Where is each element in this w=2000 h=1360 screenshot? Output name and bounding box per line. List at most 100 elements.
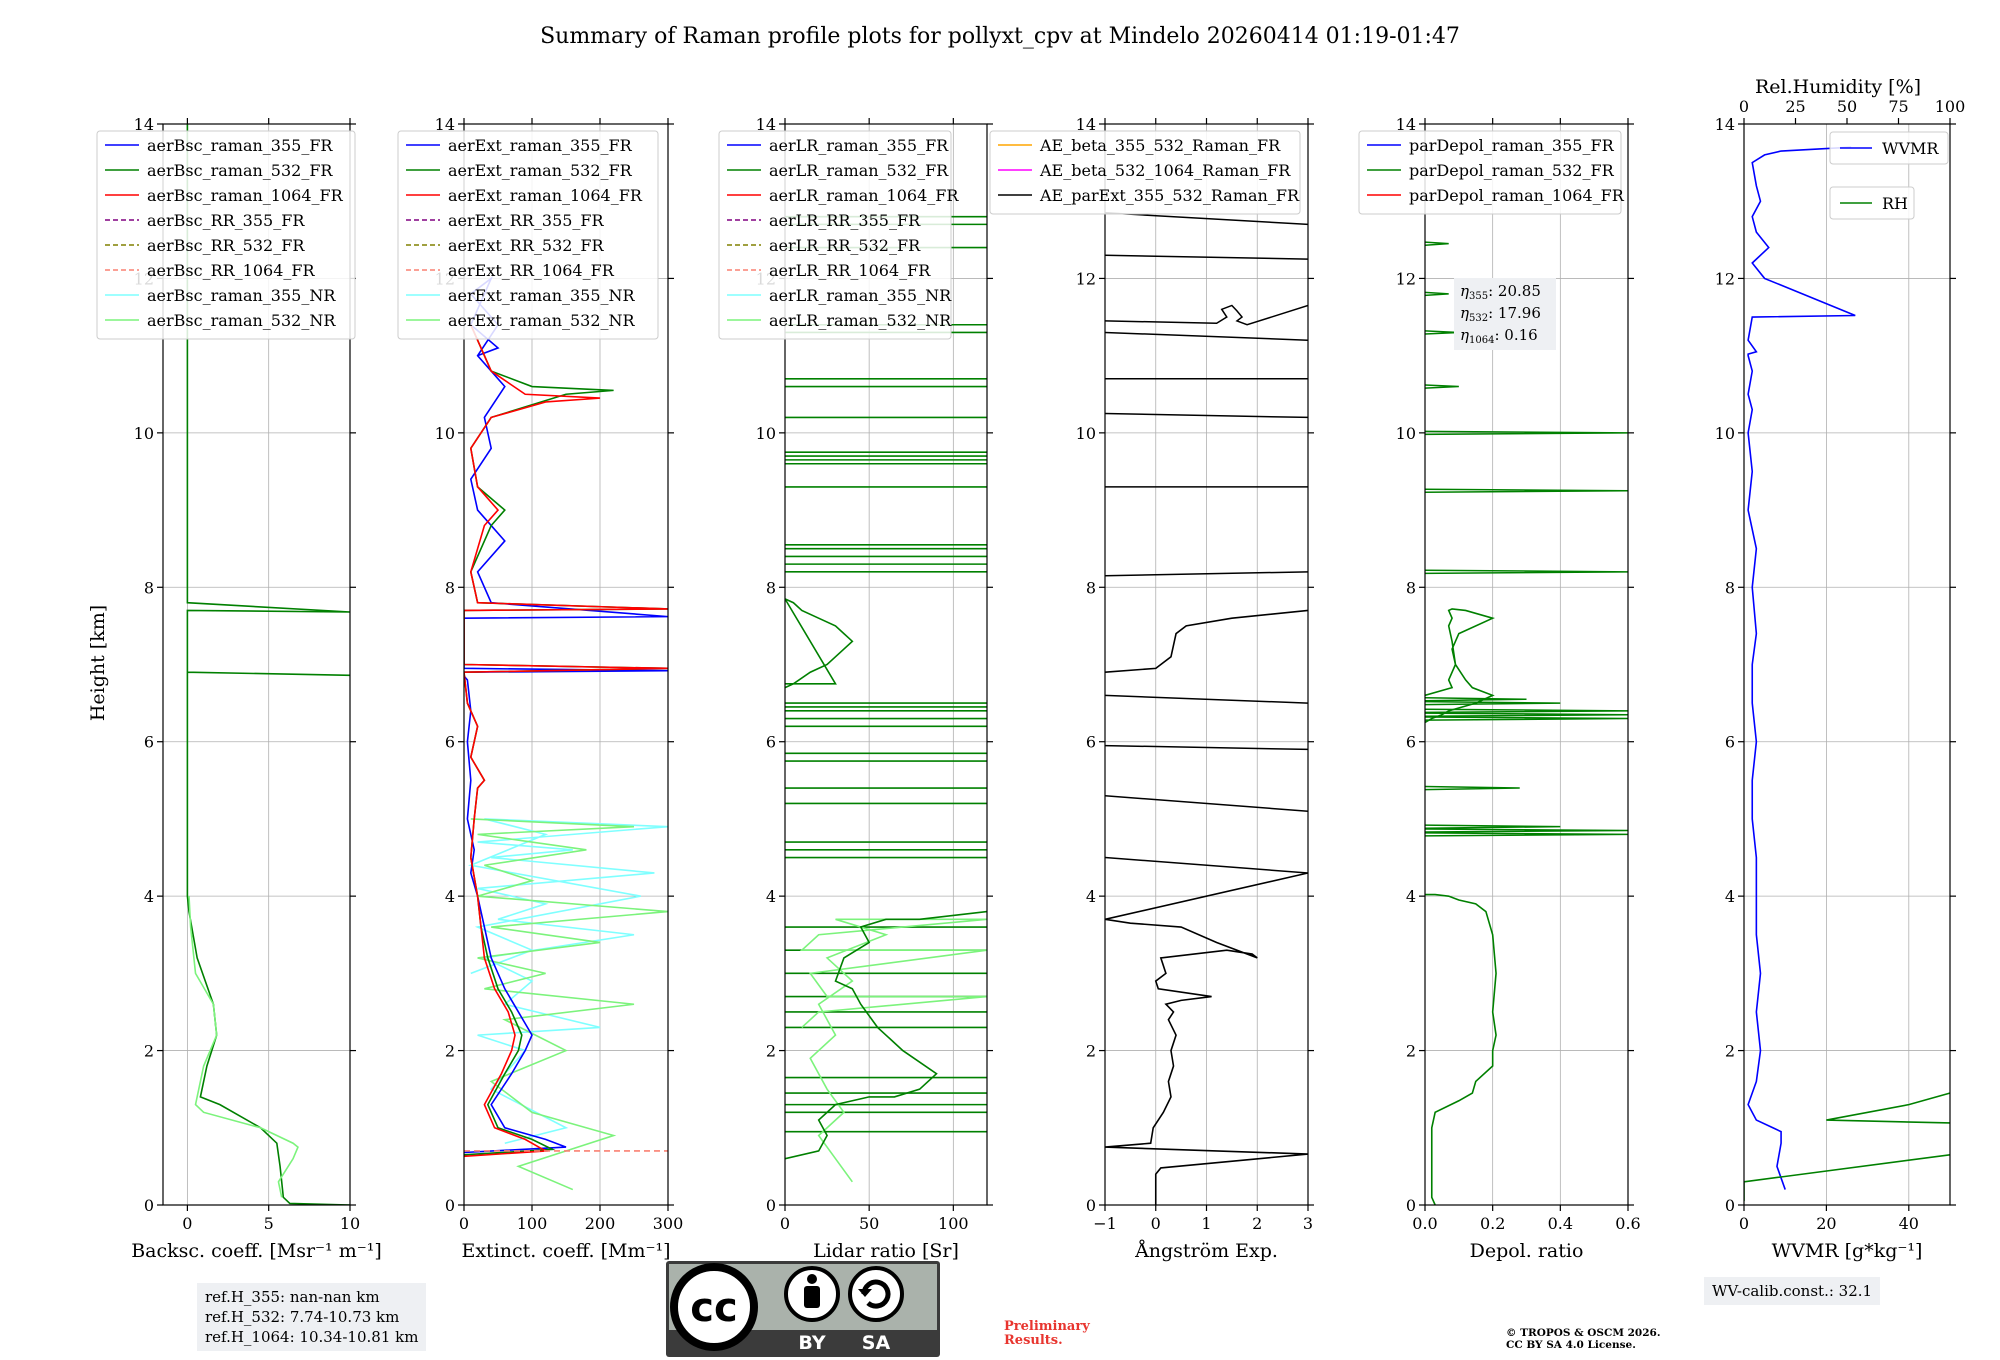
x-tick-label: 0.0 [1412, 1214, 1437, 1233]
panel-3: 02468101214050100Lidar ratio [Sr]aerLR_r… [718, 115, 993, 1262]
series-aerLR_raman_532_FR_upper [785, 597, 854, 689]
y-tick-label: 2 [1086, 1042, 1096, 1061]
ae-line [1105, 856, 1308, 874]
license-sa-label: SA [862, 1332, 891, 1354]
axes-frame [784, 123, 988, 1206]
wv-calib-box: WV-calib.const.: 32.1 [1704, 1277, 1881, 1305]
legend-label: AE_parExt_355_532_Raman_FR [1039, 186, 1300, 205]
y-tick-label: 14 [1076, 115, 1096, 134]
legend-label: aerExt_raman_355_NR [448, 286, 636, 305]
y-tick-label: 10 [134, 424, 154, 443]
legend-label: aerLR_raman_532_NR [769, 311, 952, 330]
plot-area [1744, 146, 1950, 1202]
x-tick-label: 100 [517, 1214, 548, 1233]
legend-label: aerLR_raman_1064_FR [769, 186, 959, 205]
y-tick-label: 6 [1725, 733, 1735, 752]
x-axis-label: Extinct. coeff. [Mm⁻¹] [461, 1240, 670, 1262]
legend-label: WVMR [1882, 139, 1939, 158]
legend-label: aerExt_raman_1064_FR [448, 186, 643, 205]
x2-tick-label: 25 [1785, 97, 1805, 116]
series-RH [1744, 640, 1950, 1202]
y-tick-label: 0 [766, 1196, 776, 1215]
legend-box [96, 130, 356, 340]
axes-frame [1424, 123, 1629, 1206]
x-tick-label: 300 [653, 1214, 684, 1233]
x-tick-label: 0 [459, 1214, 469, 1233]
y-tick-label: 0 [1086, 1196, 1096, 1215]
legend-label: aerLR_RR_355_FR [769, 211, 921, 230]
y-tick-label: 12 [1396, 269, 1416, 288]
y-tick-label: 2 [1406, 1042, 1416, 1061]
legend-label: aerBsc_RR_1064_FR [147, 261, 316, 280]
ae-line [1105, 412, 1308, 419]
series-WVMR [1747, 146, 1856, 1190]
wv-calib-text: WV-calib.const.: 32.1 [1712, 1282, 1873, 1300]
x-axis-label: Lidar ratio [Sr] [813, 1240, 959, 1262]
x2-tick-label: 75 [1888, 97, 1908, 116]
y-tick-label: 6 [144, 733, 154, 752]
plot-area [785, 215, 987, 1183]
x-tick-label: 0.6 [1615, 1214, 1640, 1233]
plot-area [1105, 212, 1308, 1205]
x-tick-label: 3 [1303, 1214, 1313, 1233]
x-tick-label: 20 [1816, 1214, 1836, 1233]
x-tick-label: 2 [1252, 1214, 1262, 1233]
legend-label: aerLR_RR_1064_FR [769, 261, 931, 280]
copyright-line-2: CC BY SA 4.0 License. [1506, 1339, 1636, 1351]
y-tick-label: 6 [445, 733, 455, 752]
depol-spike [1425, 696, 1527, 702]
y-tick-label: 14 [756, 115, 776, 134]
y-tick-label: 8 [766, 578, 776, 597]
legend-label: aerBsc_raman_532_FR [147, 161, 333, 180]
x-tick-label: 100 [938, 1214, 969, 1233]
legend-label: parDepol_raman_1064_FR [1409, 186, 1625, 205]
legend-label: parDepol_raman_355_FR [1409, 136, 1615, 155]
legend-label: parDepol_raman_532_FR [1409, 161, 1615, 180]
panel-5: 0 2 4 6 8 10 12 14 0.0 0.2 0.4 0.6 Depol. ratio parDe… [1358, 115, 1641, 1262]
series-AE_parExt_355_532_Raman_FR_mid [1105, 609, 1308, 674]
eta-line: η1064: 0.16 [1460, 326, 1538, 346]
legend-label: aerExt_raman_532_FR [448, 161, 633, 180]
legend-box [989, 130, 1301, 215]
legend: WVMR RH [1829, 131, 1949, 220]
x-axis-label: Ångström Exp. [1134, 1240, 1278, 1262]
x-tick-label: 0 [1739, 1214, 1749, 1233]
y-tick-label: 6 [1086, 733, 1096, 752]
legend-label: AE_beta_532_1064_Raman_FR [1039, 161, 1291, 180]
license-by-label: BY [798, 1332, 825, 1354]
y-tick-label: 12 [1715, 269, 1735, 288]
series-aerExt_raman_355_FR [464, 275, 668, 1154]
legend-label: aerLR_raman_532_FR [769, 161, 949, 180]
ref-height-355: ref.H_355: nan-nan km [205, 1288, 380, 1306]
legend: aerLR_raman_355_FR aerLR_raman_532_FR aerL… [718, 130, 959, 340]
x-axis-label: Backsc. coeff. [Msr⁻¹ m⁻¹] [131, 1240, 382, 1262]
plot-area [464, 275, 668, 1191]
y-tick-label: 4 [445, 887, 455, 906]
preliminary-line-1: Preliminary [1004, 1319, 1090, 1334]
depol-spike [1425, 488, 1628, 494]
x-axis-label: Depol. ratio [1470, 1240, 1584, 1262]
x-tick-label: 1 [1201, 1214, 1211, 1233]
y-tick-label: 14 [435, 115, 455, 134]
axes-frame [162, 123, 351, 1206]
panel-2: 024681012140100200300Extinct. coeff. [Mm… [397, 115, 684, 1262]
y-tick-label: 12 [1076, 269, 1096, 288]
eta-box [1454, 278, 1556, 350]
series-AE_parExt_355_532_Raman_FR [1105, 872, 1308, 1205]
legend-label: aerLR_RR_532_FR [769, 236, 921, 255]
preliminary-note: Preliminary Results. [1004, 1320, 1090, 1348]
legend-label: AE_beta_355_532_Raman_FR [1039, 136, 1281, 155]
copyright-note: © TROPOS & OSCM 2026. CC BY SA 4.0 Licen… [1506, 1327, 1661, 1351]
legend-box [397, 130, 659, 340]
y-tick-label: 4 [144, 887, 154, 906]
legend-label: aerBsc_raman_355_NR [147, 286, 336, 305]
depol-spike [1425, 241, 1449, 246]
legend-label: aerBsc_RR_355_FR [147, 211, 305, 230]
axes-frame [463, 123, 669, 1206]
x-tick-label: 200 [585, 1214, 616, 1233]
y-tick-label: 8 [1406, 578, 1416, 597]
legend-label: aerBsc_raman_532_NR [147, 311, 336, 330]
y-tick-label: 4 [1725, 887, 1735, 906]
